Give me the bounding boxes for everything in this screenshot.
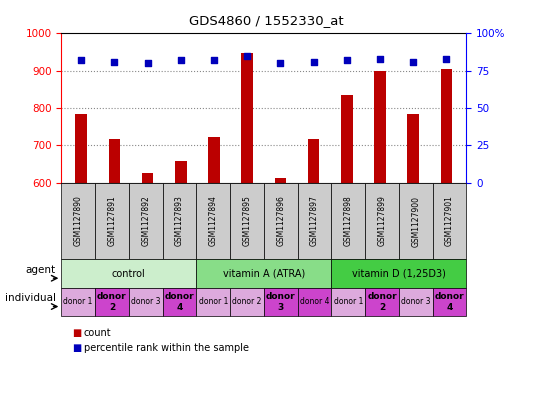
Text: donor 1: donor 1 <box>63 298 93 306</box>
Point <box>442 56 451 62</box>
Text: count: count <box>84 328 111 338</box>
Text: control: control <box>112 268 146 279</box>
Text: GSM1127891: GSM1127891 <box>108 196 116 246</box>
Text: donor
2: donor 2 <box>367 292 397 312</box>
Point <box>376 56 384 62</box>
Text: donor 2: donor 2 <box>232 298 262 306</box>
Text: GSM1127894: GSM1127894 <box>209 196 217 246</box>
Text: GSM1127900: GSM1127900 <box>411 196 420 246</box>
Text: GSM1127899: GSM1127899 <box>377 196 386 246</box>
Bar <box>407 114 419 183</box>
Text: vitamin A (ATRA): vitamin A (ATRA) <box>223 268 305 279</box>
Bar <box>109 139 120 183</box>
Text: agent: agent <box>26 264 56 275</box>
Bar <box>274 178 286 183</box>
Bar <box>308 139 319 183</box>
Text: donor
2: donor 2 <box>97 292 127 312</box>
Bar <box>175 162 187 183</box>
Text: vitamin D (1,25D3): vitamin D (1,25D3) <box>352 268 446 279</box>
Text: ■: ■ <box>72 343 81 353</box>
Point <box>243 53 252 59</box>
Text: GSM1127892: GSM1127892 <box>141 196 150 246</box>
Text: GSM1127901: GSM1127901 <box>445 196 454 246</box>
Point <box>276 60 285 66</box>
Text: ■: ■ <box>72 328 81 338</box>
Text: donor
4: donor 4 <box>165 292 194 312</box>
Point <box>210 57 219 63</box>
Text: individual: individual <box>5 293 56 303</box>
Text: donor
4: donor 4 <box>435 292 464 312</box>
Text: donor 3: donor 3 <box>401 298 431 306</box>
Text: GSM1127890: GSM1127890 <box>74 196 83 246</box>
Point <box>110 59 119 65</box>
Text: donor 4: donor 4 <box>300 298 329 306</box>
Bar <box>142 173 154 183</box>
Text: GSM1127895: GSM1127895 <box>243 196 252 246</box>
Text: donor
3: donor 3 <box>266 292 295 312</box>
Point <box>309 59 318 65</box>
Text: percentile rank within the sample: percentile rank within the sample <box>84 343 249 353</box>
Bar <box>241 53 253 183</box>
Bar <box>75 114 87 183</box>
Text: GSM1127893: GSM1127893 <box>175 196 184 246</box>
Point <box>343 57 351 63</box>
Point <box>176 57 185 63</box>
Bar <box>341 95 353 183</box>
Point <box>409 59 417 65</box>
Text: GSM1127898: GSM1127898 <box>344 196 353 246</box>
Text: donor 1: donor 1 <box>198 298 228 306</box>
Bar <box>441 69 453 183</box>
Text: GSM1127897: GSM1127897 <box>310 196 319 246</box>
Bar <box>208 137 220 183</box>
Point <box>77 57 85 63</box>
Text: donor 1: donor 1 <box>334 298 363 306</box>
Text: GDS4860 / 1552330_at: GDS4860 / 1552330_at <box>189 14 344 27</box>
Text: donor 3: donor 3 <box>131 298 160 306</box>
Point <box>143 60 152 66</box>
Bar <box>374 72 386 183</box>
Text: GSM1127896: GSM1127896 <box>276 196 285 246</box>
